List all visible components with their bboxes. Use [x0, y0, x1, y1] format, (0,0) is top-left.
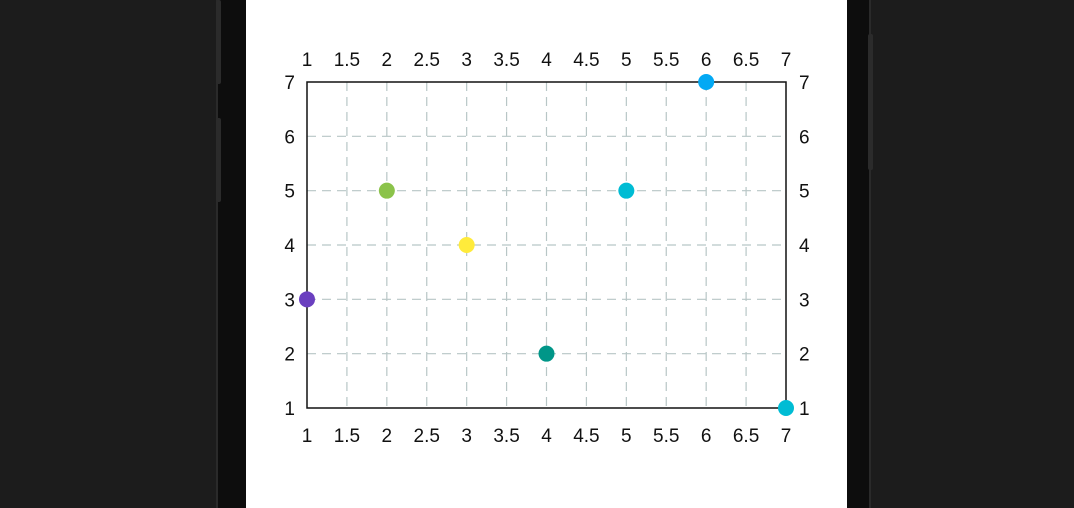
data-point[interactable] [698, 74, 715, 90]
y-tick-label-left: 5 [284, 182, 295, 203]
x-tick-label-top: 3 [461, 50, 472, 71]
x-tick-label-bottom: 2.5 [414, 426, 440, 447]
y-tick-label-left: 6 [284, 127, 295, 148]
x-tick-label-top: 7 [781, 50, 792, 71]
x-tick-label-bottom: 3 [461, 426, 472, 447]
scatter-chart: 111.51.5222.52.5333.53.5444.54.5555.55.5… [284, 50, 810, 447]
y-tick-label-right: 3 [799, 290, 810, 311]
data-point[interactable] [299, 291, 315, 308]
phone-screen: 1 1 1.5 1.5 2 2 2.5 2.5 3 3 3.5 3.5 4 4 4.5 4.5 5 5 5.5 5.5… [246, 0, 847, 508]
x-tick-label-top: 1 [302, 50, 313, 71]
x-tick-label-bottom: 4 [541, 426, 552, 447]
x-tick-label-top: 2.5 [414, 50, 440, 71]
y-tick-label-left: 4 [284, 236, 295, 257]
x-tick-label-top: 6 [701, 50, 712, 71]
x-tick-label-bottom: 5.5 [653, 426, 679, 447]
data-point[interactable] [458, 237, 475, 253]
power-button [868, 34, 873, 170]
y-tick-label-left: 1 [284, 399, 295, 420]
x-tick-label-bottom: 7 [781, 426, 792, 447]
y-tick-label-right: 5 [799, 182, 810, 203]
tick-labels: 111.51.5222.52.5333.53.5444.54.5555.55.5… [284, 50, 810, 447]
y-tick-label-right: 7 [799, 73, 810, 94]
y-tick-label-right: 2 [799, 345, 810, 366]
y-tick-label-left: 2 [284, 345, 295, 366]
x-tick-label-top: 1.5 [334, 50, 360, 71]
x-tick-label-top: 4 [541, 50, 552, 71]
x-tick-label-bottom: 2 [382, 426, 393, 447]
x-tick-label-bottom: 1.5 [334, 426, 360, 447]
x-tick-label-top: 2 [382, 50, 393, 71]
x-tick-label-bottom: 5 [621, 426, 632, 447]
volume-down-button [216, 118, 221, 202]
y-tick-label-right: 4 [799, 236, 810, 257]
data-point[interactable] [778, 400, 794, 416]
y-tick-label-right: 6 [799, 127, 810, 148]
x-tick-label-top: 5 [621, 50, 632, 71]
y-tick-label-left: 7 [284, 73, 295, 94]
x-tick-label-top: 6.5 [733, 50, 759, 71]
data-point[interactable] [618, 182, 635, 199]
x-tick-label-bottom: 4.5 [573, 426, 599, 447]
x-tick-label-bottom: 3.5 [493, 426, 519, 447]
volume-up-button [216, 0, 221, 84]
phone-left-bezel [216, 0, 248, 508]
y-tick-label-right: 1 [799, 399, 810, 420]
data-point[interactable] [378, 182, 395, 199]
x-tick-label-top: 3.5 [493, 50, 519, 71]
phone-right-bezel [847, 0, 871, 508]
y-tick-label-left: 3 [284, 290, 295, 311]
x-tick-label-top: 4.5 [573, 50, 599, 71]
data-point[interactable] [538, 345, 555, 362]
x-tick-label-bottom: 1 [302, 426, 313, 447]
x-tick-label-bottom: 6 [701, 426, 712, 447]
x-tick-label-top: 5.5 [653, 50, 679, 71]
x-tick-label-bottom: 6.5 [733, 426, 759, 447]
data-points [299, 74, 794, 416]
plot-frame [306, 81, 787, 409]
